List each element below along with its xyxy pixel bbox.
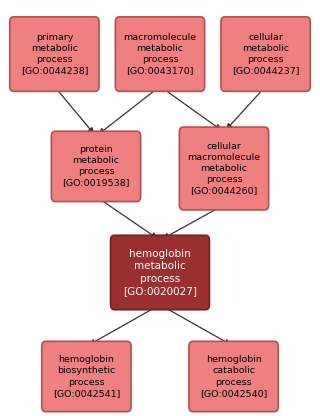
Text: protein
metabolic
process
[GO:0019538]: protein metabolic process [GO:0019538] [62, 145, 130, 188]
Text: hemoglobin
biosynthetic
process
[GO:0042541]: hemoglobin biosynthetic process [GO:0042… [53, 355, 120, 398]
Text: cellular
metabolic
process
[GO:0044237]: cellular metabolic process [GO:0044237] [232, 33, 299, 75]
FancyBboxPatch shape [51, 131, 141, 202]
FancyBboxPatch shape [10, 17, 99, 92]
FancyBboxPatch shape [116, 17, 205, 92]
Text: cellular
macromolecule
metabolic
process
[GO:0044260]: cellular macromolecule metabolic process… [188, 142, 260, 195]
FancyBboxPatch shape [189, 341, 278, 412]
Text: primary
metabolic
process
[GO:0044238]: primary metabolic process [GO:0044238] [21, 33, 88, 75]
Text: macromolecule
metabolic
process
[GO:0043170]: macromolecule metabolic process [GO:0043… [124, 33, 196, 75]
FancyBboxPatch shape [180, 127, 269, 210]
Text: hemoglobin
metabolic
process
[GO:0020027]: hemoglobin metabolic process [GO:0020027… [123, 249, 197, 296]
FancyBboxPatch shape [42, 341, 131, 412]
FancyBboxPatch shape [111, 235, 210, 310]
Text: hemoglobin
catabolic
process
[GO:0042540]: hemoglobin catabolic process [GO:0042540… [200, 355, 267, 398]
FancyBboxPatch shape [221, 17, 310, 92]
